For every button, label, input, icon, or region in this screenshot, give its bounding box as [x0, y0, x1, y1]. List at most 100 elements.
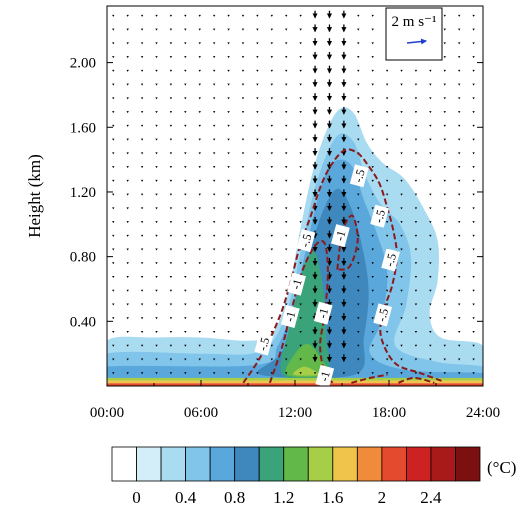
wind-vector-119	[169, 221, 173, 224]
wind-vector-327	[285, 331, 288, 334]
wind-vector-11	[112, 221, 115, 224]
wind-vector-213	[212, 42, 216, 45]
wind-vector-258	[241, 166, 245, 169]
wind-vector-288	[256, 124, 259, 127]
wind-vector-125	[169, 138, 173, 141]
wind-vector-207	[212, 124, 216, 127]
wind-vector-648	[457, 372, 461, 375]
wind-vector-601	[429, 276, 432, 279]
wind-vector-370	[299, 111, 302, 114]
wind-vector-528	[385, 166, 389, 169]
wind-vector-674	[457, 14, 461, 17]
wind-vector-658	[457, 234, 461, 237]
wind-vector-344	[285, 97, 288, 100]
wind-vector-25	[112, 28, 115, 31]
wind-vector-75	[140, 83, 144, 86]
wind-vector-29	[126, 344, 129, 347]
colorbar-swatch-14	[455, 446, 481, 482]
wind-vector-562	[400, 69, 403, 72]
wind-vector-73	[140, 111, 144, 114]
wind-vector-513	[385, 372, 389, 375]
wind-vector-355	[299, 317, 302, 320]
wind-vector-368	[299, 138, 302, 141]
wind-vector-622	[443, 358, 446, 361]
wind-vector-608	[429, 179, 432, 182]
wind-vector-139	[184, 317, 187, 320]
wind-vector-683	[472, 262, 475, 265]
wind-vector-107	[155, 14, 158, 17]
wind-vector-121	[169, 193, 173, 196]
wind-vector-506	[371, 97, 374, 100]
wind-vector-496	[371, 234, 374, 237]
wind-vector-61	[140, 276, 144, 279]
wind-vector-543	[400, 331, 403, 334]
wind-vector-311	[270, 179, 274, 182]
wind-vector-20	[112, 97, 115, 100]
wind-vector-95	[155, 179, 158, 182]
wind-vector-352	[299, 358, 302, 361]
reference-vector-legend: 2 m s⁻¹	[385, 7, 443, 61]
wind-vector-59	[140, 303, 144, 306]
wind-vector-589	[414, 69, 418, 72]
wind-vector-274	[256, 317, 259, 320]
wind-vector-646	[443, 28, 446, 31]
wind-vector-123	[169, 166, 173, 169]
wind-vector-671	[457, 56, 461, 59]
wind-vector-244	[241, 358, 245, 361]
wind-vector-503	[371, 138, 374, 141]
wind-vector-660	[457, 207, 461, 210]
wind-vector-365	[299, 179, 302, 182]
wind-vector-6	[112, 289, 115, 292]
wind-vector-599	[429, 303, 432, 306]
wind-vector-318	[270, 83, 274, 86]
wind-vector-317	[270, 97, 274, 100]
wind-vector-294	[256, 42, 259, 45]
wind-vector-304	[270, 276, 274, 279]
wind-vector-199	[212, 234, 216, 237]
wind-vector-374	[299, 56, 302, 59]
wind-vector-281	[256, 221, 259, 224]
wind-vector-68	[140, 179, 144, 182]
colorbar-swatch-8	[307, 446, 334, 482]
wind-vector-142	[184, 276, 187, 279]
wind-vector-487	[371, 358, 374, 361]
wind-vector-614	[429, 97, 432, 100]
wind-vector-491	[371, 303, 374, 306]
wind-vector-600	[429, 289, 432, 292]
wind-vector-205	[212, 152, 216, 155]
wind-vector-19	[112, 111, 115, 114]
wind-vector-552	[400, 207, 403, 210]
wind-vector-633	[443, 207, 446, 210]
wind-vector-656	[457, 262, 461, 265]
wind-vector-635	[443, 179, 446, 182]
wind-vector-561	[400, 83, 403, 86]
wind-vector-516	[385, 331, 389, 334]
wind-vector-45	[126, 124, 129, 127]
wind-vector-588	[414, 83, 418, 86]
wind-vector-545	[400, 303, 403, 306]
wind-vector-530	[385, 138, 389, 141]
wind-vector-299	[270, 344, 274, 347]
wind-vector-240	[227, 42, 230, 45]
wind-vector-626	[443, 303, 446, 306]
colorbar-tick-4: 1.6	[322, 488, 343, 507]
wind-vector-356	[299, 303, 302, 306]
wind-vector-52	[126, 28, 129, 31]
wind-vector-100	[155, 111, 158, 114]
wind-vector-91	[155, 234, 158, 237]
wind-vector-27	[126, 372, 129, 375]
wind-vector-92	[155, 221, 158, 224]
wind-vector-48	[126, 83, 129, 86]
reference-vector-arrow	[406, 38, 427, 45]
wind-vector-80	[140, 14, 144, 17]
wind-vector-85	[155, 317, 158, 320]
wind-vector-613	[429, 111, 432, 114]
y-tick-label-3: 1.60	[70, 120, 96, 136]
wind-vector-195	[212, 289, 216, 292]
wind-vector-296	[256, 14, 259, 17]
wind-vector-690	[472, 166, 475, 169]
wind-vector-286	[256, 152, 259, 155]
wind-vector-260	[241, 138, 245, 141]
wind-vector-167	[198, 303, 201, 306]
